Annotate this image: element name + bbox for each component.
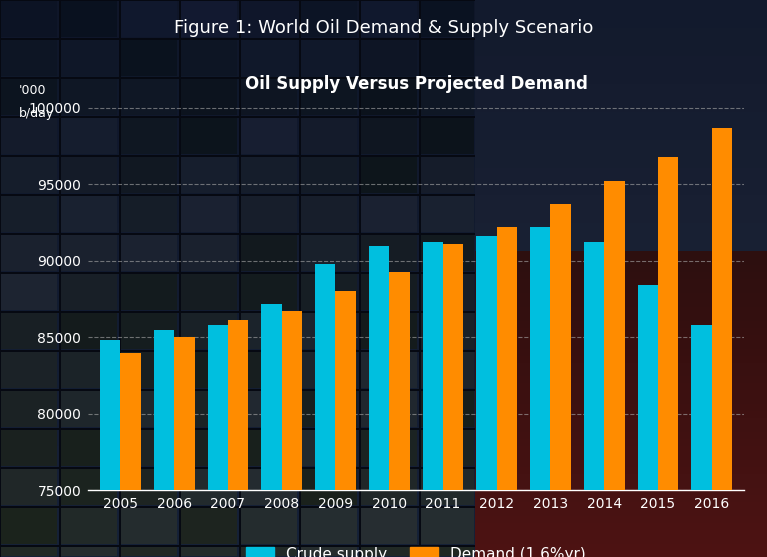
Bar	[691, 325, 712, 557]
Text: '000: '000	[19, 85, 47, 97]
Bar	[335, 291, 356, 557]
Text: b/day: b/day	[19, 107, 54, 120]
Bar	[262, 304, 281, 557]
Bar	[604, 181, 624, 557]
Bar	[174, 337, 195, 557]
Bar	[530, 227, 551, 557]
Bar	[281, 311, 302, 557]
Bar	[100, 340, 120, 557]
Bar	[551, 204, 571, 557]
Bar	[228, 320, 249, 557]
Bar	[369, 246, 389, 557]
Bar	[153, 330, 174, 557]
Bar	[120, 353, 141, 557]
Bar	[658, 157, 679, 557]
Bar	[497, 227, 517, 557]
Bar	[584, 242, 604, 557]
Bar	[315, 264, 335, 557]
Bar	[476, 236, 497, 557]
Bar	[389, 271, 410, 557]
Title: Oil Supply Versus Projected Demand: Oil Supply Versus Projected Demand	[245, 75, 588, 93]
Text: Figure 1: World Oil Demand & Supply Scenario: Figure 1: World Oil Demand & Supply Scen…	[174, 19, 593, 37]
Bar	[443, 244, 463, 557]
Bar	[637, 285, 658, 557]
Bar	[208, 325, 228, 557]
Bar	[423, 242, 443, 557]
Bar	[712, 128, 732, 557]
Legend: Crude supply, Demand (1.6%yr): Crude supply, Demand (1.6%yr)	[240, 541, 592, 557]
